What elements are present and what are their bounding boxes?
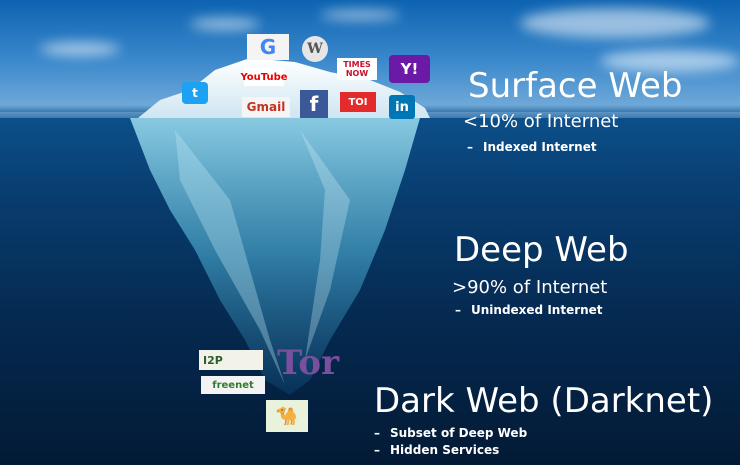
surface-web-share: <10% of Internet (463, 111, 619, 132)
surface-note-text: Indexed Internet (483, 140, 597, 154)
freenet-icon: freenet (201, 376, 265, 394)
surface-web-title: Surface Web (468, 66, 683, 106)
dash-bullet: – (374, 443, 380, 457)
dark-web-title: Dark Web (Darknet) (374, 381, 714, 421)
i2p-icon: I2P (199, 350, 263, 370)
tor-label: Tor (277, 343, 339, 383)
deep-web-title: Deep Web (454, 230, 629, 270)
facebook-icon: f (300, 90, 328, 118)
dark-item-text: Hidden Services (390, 443, 500, 457)
cloud (600, 50, 740, 72)
google-label: G (259, 35, 277, 59)
gmail-label: Gmail (246, 100, 286, 114)
linkedin-icon: in (389, 95, 415, 119)
deep-web-share: >90% of Internet (452, 277, 608, 298)
google-icon: G (247, 34, 289, 60)
tor-icon: Tor (268, 342, 348, 384)
dark-item-text: Subset of Deep Web (390, 426, 528, 440)
wikipedia-icon: W (302, 36, 328, 62)
deep-web-note: – Unindexed Internet (455, 303, 603, 317)
yahoo-icon: Y! (389, 55, 430, 83)
dark-web-item: – Hidden Services (374, 443, 499, 457)
camel-icon: 🐪 (266, 400, 308, 432)
yahoo-label: Y! (400, 60, 419, 78)
facebook-label: f (309, 92, 319, 116)
cloud (190, 18, 260, 30)
linkedin-label: in (395, 99, 409, 115)
dash-bullet: – (374, 426, 380, 440)
deep-note-text: Unindexed Internet (471, 303, 603, 317)
twitter-icon: t (182, 82, 208, 104)
dark-web-item: – Subset of Deep Web (374, 426, 527, 440)
times-now-label-bottom: NOW (345, 69, 369, 78)
times-now-label-top: TIMES (343, 60, 371, 69)
iceberg-underwater (130, 118, 420, 395)
times-now-icon: TIMES NOW (337, 58, 377, 80)
toi-icon: TOI (340, 92, 376, 112)
youtube-icon: YouTube (240, 68, 288, 86)
dash-bullet: – (467, 140, 473, 154)
youtube-label: YouTube (240, 71, 288, 83)
cloud (320, 10, 400, 20)
freenet-label: freenet (212, 379, 254, 391)
cloud (40, 42, 120, 56)
toi-label: TOI (348, 96, 368, 108)
surface-web-note: – Indexed Internet (467, 140, 597, 154)
cloud (520, 8, 710, 38)
dash-bullet: – (455, 303, 461, 317)
gmail-icon: Gmail (242, 97, 290, 117)
i2p-label: I2P (203, 353, 223, 367)
